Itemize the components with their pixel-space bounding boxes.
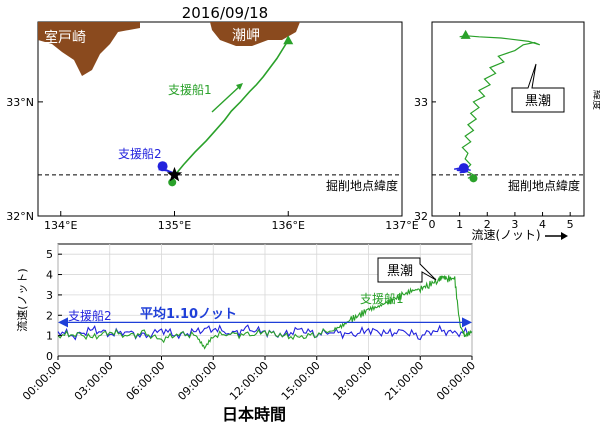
map-x-tick-label: 137°E [385, 219, 418, 232]
ts-x-tick-label: 06:00:00 [123, 359, 167, 403]
ts-x-tick-label: 21:00:00 [382, 359, 426, 403]
ts-x-tick-label: 00:00:00 [20, 359, 64, 403]
ts-x-label: 日本時間 [222, 405, 286, 424]
ts-x-ticks: 00:00:00 03:00:00 06:00:00 09:00:00 12:00:00… [20, 356, 478, 403]
map-ship1-end-marker [283, 35, 294, 45]
lat-y-tick-label: 33 [414, 96, 428, 109]
average-right-arrowhead-icon [462, 317, 472, 328]
ts-kuroshio-label: 黒潮 [387, 264, 413, 279]
ts-y-tick-label: 5 [46, 248, 53, 261]
map-y-ticks: 32°N 33°N [6, 96, 43, 223]
lat-x-tick-label: 0 [429, 218, 436, 231]
ts-y-tick-label: 2 [46, 309, 53, 322]
lat-x-ticks: 0 1 2 3 4 5 [429, 212, 574, 231]
drill-site-star-icon [166, 166, 183, 182]
ts-y-tick-label: 3 [46, 289, 53, 302]
ts-y-ticks: 0 1 2 3 4 5 [46, 248, 62, 363]
ts-x-tick-label: 18:00:00 [330, 359, 374, 403]
muroto-label: 室戸崎 [44, 29, 86, 46]
average-left-arrowhead-icon [58, 317, 68, 328]
lat-x-tick-label: 1 [456, 218, 463, 231]
time-series-panel: 平均1.10ノット 支援船2 支援船1 黒潮 流速(ノット) 日本時間 00:0… [15, 243, 478, 424]
ts-y-tick-label: 1 [46, 330, 53, 343]
ts-y-tick-label: 0 [46, 350, 53, 363]
lat-x-arrowhead-icon [561, 232, 568, 240]
map-ship1-track [171, 39, 289, 179]
ts-kuroshio-callout [377, 257, 437, 283]
average-label: 平均1.10ノット [140, 306, 237, 322]
ship1-arrowhead-icon [236, 83, 243, 90]
lat-y-ticks: 32 33 [414, 96, 436, 223]
map-ship2-start-marker [157, 161, 168, 172]
ts-ship1-label: 支援船1 [360, 292, 404, 306]
map-ship1-label: 支援船1 [168, 83, 212, 97]
lat-x-tick-label: 5 [567, 218, 574, 231]
chart-title: 2016/09/18 [182, 4, 268, 22]
ts-x-tick-label: 09:00:00 [175, 359, 219, 403]
lat-ship1-end-marker [460, 29, 471, 39]
lat-ship1-marker [469, 174, 478, 183]
map-x-ticks: 134°E 135°E 136°E 137°E [44, 211, 419, 232]
lat-ship1-line [459, 35, 541, 179]
map-drill-label: 掘削地点緯度 [326, 178, 398, 193]
lat-drill-label: 掘削地点緯度 [508, 178, 580, 193]
shiomisaki-label: 潮岬 [232, 28, 260, 44]
kii-land [210, 22, 300, 46]
lat-y-tick-label: 32 [414, 210, 428, 223]
ts-y-tick-label: 4 [46, 269, 53, 282]
ts-x-tick-label: 03:00:00 [72, 359, 116, 403]
map-ship2-label: 支援船2 [118, 147, 162, 161]
latitude-speed-panel: 掘削地点緯度 黒潮 緯度 流速(ノット) 0 1 2 3 4 5 32 33 [414, 21, 600, 242]
ts-x-tick-label: 15:00:00 [279, 359, 323, 403]
ts-x-tick-label: 00:00:00 [434, 359, 478, 403]
ts-ship1-line [57, 275, 473, 350]
lat-kuroshio-label: 黒潮 [525, 94, 551, 109]
ship1-direction-arrow [211, 85, 241, 113]
map-x-tick-label: 134°E [44, 219, 77, 232]
map-y-tick-label: 33°N [6, 96, 34, 109]
lat-kuroshio-callout [511, 63, 565, 113]
ts-ship2-label: 支援船2 [68, 309, 112, 323]
ts-y-label: 流速(ノット) [15, 268, 29, 331]
lat-y-label: 緯度 [591, 90, 600, 110]
lat-x-tick-label: 4 [539, 218, 546, 231]
muroto-land [38, 22, 140, 76]
lat-ship2-marker [458, 163, 469, 174]
lat-x-label: 流速(ノット) [471, 228, 540, 242]
lat-x-tick-label: 3 [511, 218, 518, 231]
ts-x-tick-label: 12:00:00 [227, 359, 271, 403]
map-y-tick-label: 32°N [6, 210, 34, 223]
map-panel: 室戸崎 潮岬 掘削地点緯度 支援船1 支援船2 134°E 135°E 136°E 1… [6, 21, 419, 232]
lat-frame [431, 21, 585, 217]
map-x-tick-label: 136°E [272, 219, 305, 232]
map-x-tick-label: 135°E [158, 219, 191, 232]
lat-x-tick-label: 2 [484, 218, 491, 231]
